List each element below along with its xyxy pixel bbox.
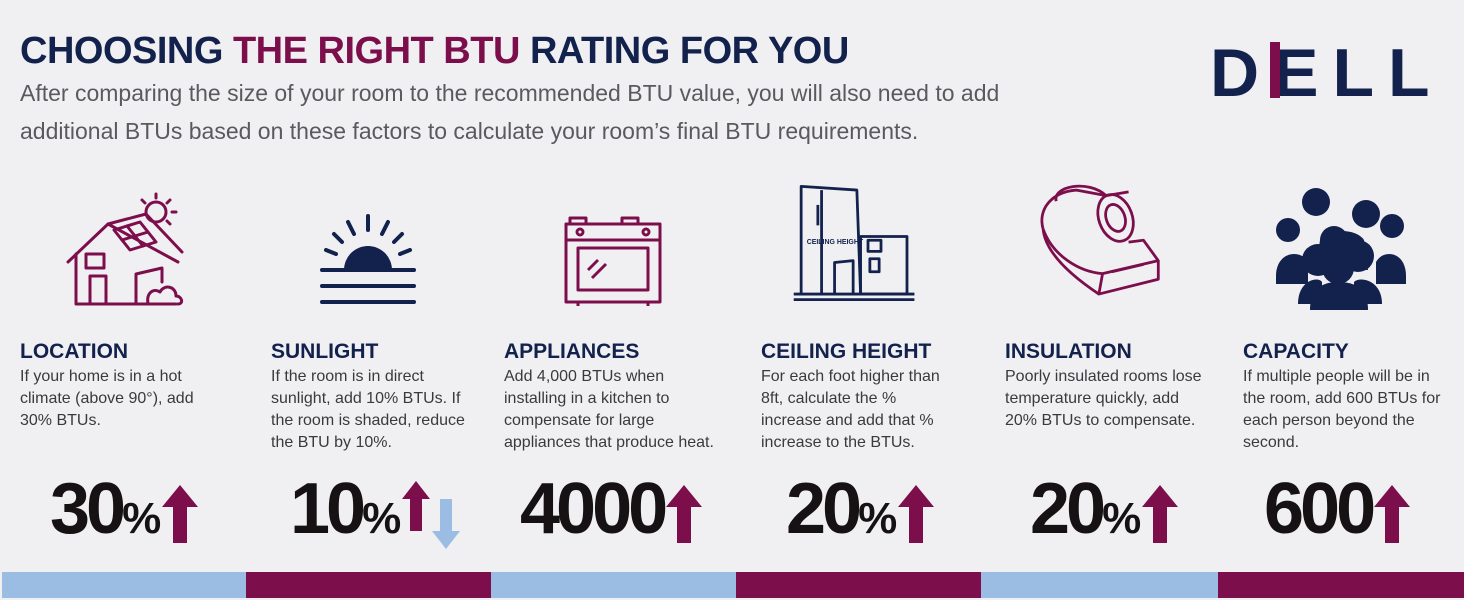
ceiling-height-stat: 20% xyxy=(786,469,935,554)
building-icon-label: CEILING HEIGHT xyxy=(807,239,864,246)
arrow-up-icon xyxy=(1142,485,1179,543)
ceiling-height-stat-number: 20 xyxy=(786,469,862,549)
location-stat-unit: % xyxy=(122,494,161,543)
location-stat-number: 30 xyxy=(50,469,126,549)
arrow-up-icon xyxy=(402,481,431,531)
ceiling-height-stat-unit: % xyxy=(858,494,897,543)
appliances-stat-value: 4000 xyxy=(520,469,668,559)
appliances-stat-number: 4000 xyxy=(520,469,668,549)
sunset-icon xyxy=(320,214,416,304)
insulation-stat-value: 20% xyxy=(1030,469,1141,559)
sunlight-stat-unit: % xyxy=(362,494,401,543)
footer-bar-insulation xyxy=(981,572,1218,598)
title-part-1: CHOOSING xyxy=(20,30,233,72)
footer-bar-sunlight xyxy=(246,572,491,598)
building-icon: CEILING HEIGHT xyxy=(793,184,915,302)
sunlight-description: If the room is in direct sunlight, add 1… xyxy=(271,368,465,451)
arrow-up-icon xyxy=(162,485,199,543)
location-stat-value: 30% xyxy=(50,469,161,559)
ceiling-height-stat-value: 20% xyxy=(786,469,897,559)
insulation-stat: 20% xyxy=(1030,469,1179,554)
della-logo: DELLA xyxy=(1210,36,1438,108)
oven-icon xyxy=(564,216,662,306)
location-title: LOCATION xyxy=(20,340,129,363)
sunlight-stat-number: 10 xyxy=(290,469,366,549)
footer-bar-ceiling-height xyxy=(736,572,981,598)
location-description: If your home is in a hot climate (above … xyxy=(20,368,194,429)
location-stat: 30% xyxy=(50,469,199,554)
footer-bar-appliances xyxy=(491,572,736,598)
sunlight-stat-value: 10% xyxy=(290,469,401,559)
arrow-up-icon xyxy=(1374,485,1411,543)
insulation-description: Poorly insulated rooms lose temperature … xyxy=(1005,368,1202,429)
title-accent: THE RIGHT BTU xyxy=(232,30,520,72)
arrow-down-icon xyxy=(432,499,461,549)
title-part-2: RATING FOR YOU xyxy=(519,30,849,72)
page-title: CHOOSING THE RIGHT BTU RATING FOR YOU xyxy=(20,30,849,73)
appliances-description: Add 4,000 BTUs when installing in a kitc… xyxy=(504,368,714,451)
insulation-stat-number: 20 xyxy=(1030,469,1106,549)
insulation-stat-unit: % xyxy=(1102,494,1141,543)
page-subtitle: After comparing the size of your room to… xyxy=(20,80,1000,144)
arrow-up-icon xyxy=(666,485,703,543)
insulation-roll-icon xyxy=(1040,184,1160,296)
house-solar-icon xyxy=(66,192,184,306)
footer-bar-capacity xyxy=(1218,572,1464,598)
capacity-stat-value: 600 xyxy=(1264,469,1376,559)
logo-accent-bar xyxy=(1270,42,1280,98)
ceiling-height-description: For each foot higher than 8ft, calculate… xyxy=(761,368,940,451)
sunlight-stat: 10% xyxy=(290,469,461,554)
capacity-description: If multiple people will be in the room, … xyxy=(1243,368,1441,451)
footer-bar-location xyxy=(2,572,246,598)
insulation-title: INSULATION xyxy=(1005,340,1132,363)
appliances-stat: 4000 xyxy=(520,469,703,554)
appliances-title: APPLIANCES xyxy=(504,340,640,363)
logo-text: DELLA xyxy=(1210,36,1438,108)
sunlight-title: SUNLIGHT xyxy=(271,340,379,363)
capacity-stat-number: 600 xyxy=(1264,469,1376,549)
people-group-icon xyxy=(1276,188,1406,310)
arrow-up-icon xyxy=(898,485,935,543)
capacity-title: CAPACITY xyxy=(1243,340,1349,363)
capacity-stat: 600 xyxy=(1264,469,1411,554)
ceiling-height-title: CEILING HEIGHT xyxy=(761,340,932,363)
